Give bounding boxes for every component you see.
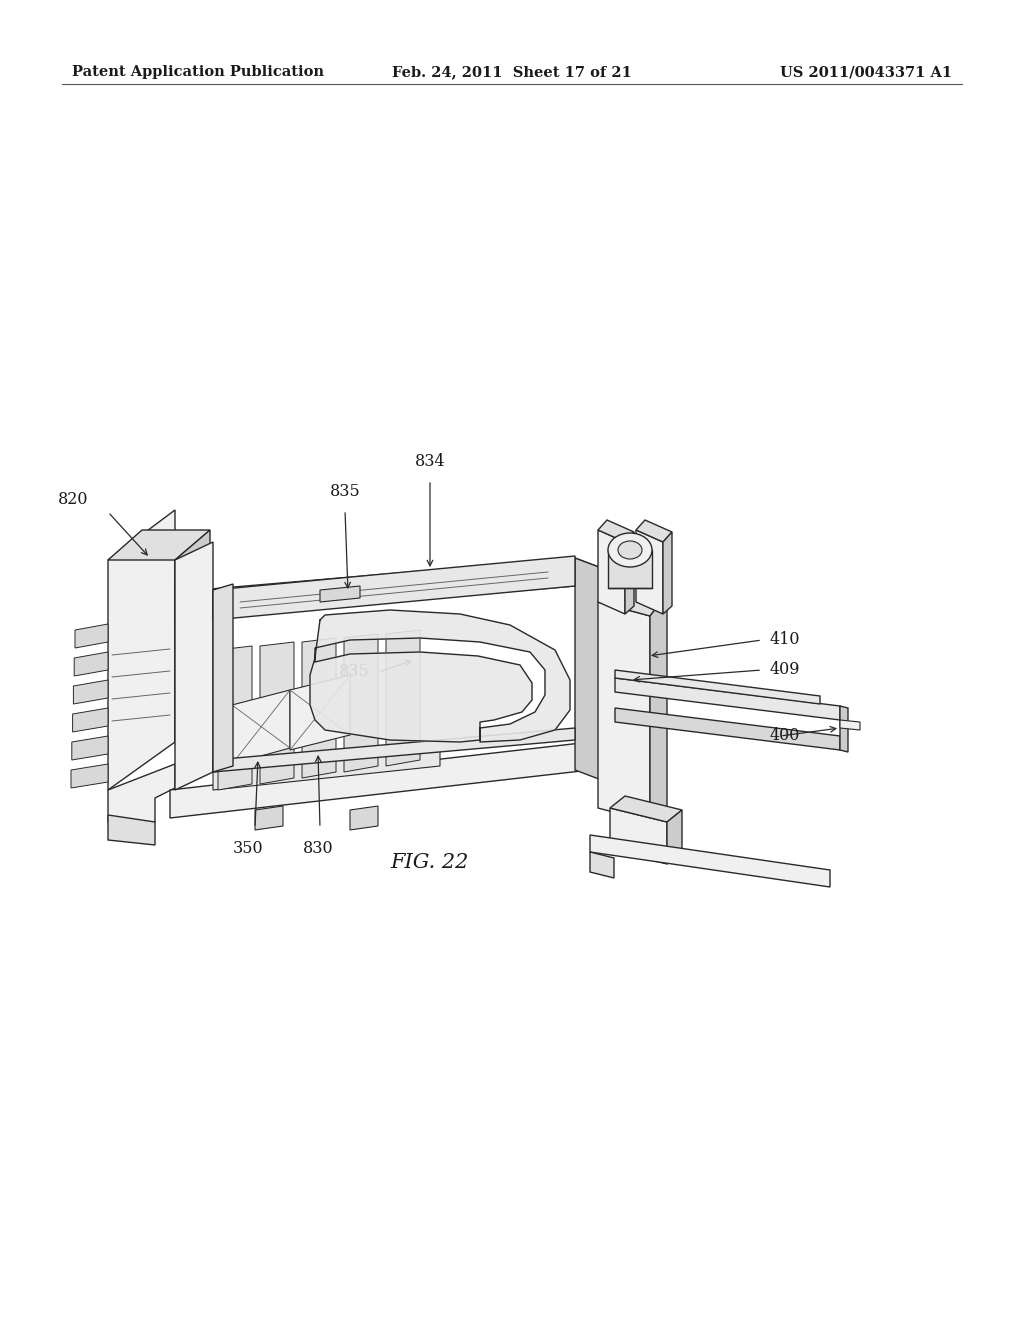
Polygon shape	[575, 558, 612, 784]
Polygon shape	[72, 737, 108, 760]
Polygon shape	[170, 742, 590, 818]
Text: 835: 835	[339, 664, 370, 681]
Text: 410: 410	[770, 631, 801, 648]
Polygon shape	[610, 808, 667, 865]
Polygon shape	[71, 764, 108, 788]
Polygon shape	[598, 520, 634, 543]
Polygon shape	[840, 706, 848, 752]
Ellipse shape	[608, 533, 652, 568]
Text: Feb. 24, 2011  Sheet 17 of 21: Feb. 24, 2011 Sheet 17 of 21	[392, 65, 632, 79]
Polygon shape	[310, 610, 570, 742]
Polygon shape	[625, 532, 634, 614]
Polygon shape	[232, 690, 290, 764]
Polygon shape	[636, 520, 672, 543]
Polygon shape	[213, 583, 233, 772]
Polygon shape	[302, 638, 336, 777]
Polygon shape	[74, 680, 108, 704]
Polygon shape	[213, 748, 440, 789]
Text: 830: 830	[303, 840, 334, 857]
Text: 400: 400	[770, 727, 801, 744]
Polygon shape	[213, 729, 575, 772]
Polygon shape	[344, 634, 378, 772]
Polygon shape	[319, 586, 360, 602]
Polygon shape	[840, 719, 860, 730]
Polygon shape	[598, 579, 667, 616]
Polygon shape	[615, 671, 820, 704]
Polygon shape	[108, 764, 175, 822]
Polygon shape	[636, 531, 663, 614]
Text: 350: 350	[232, 840, 263, 857]
Polygon shape	[663, 532, 672, 614]
Polygon shape	[108, 814, 155, 845]
Ellipse shape	[618, 541, 642, 558]
Polygon shape	[175, 543, 213, 789]
Polygon shape	[608, 550, 652, 587]
Polygon shape	[590, 851, 614, 878]
Polygon shape	[213, 556, 575, 620]
Polygon shape	[260, 642, 294, 784]
Polygon shape	[667, 810, 682, 865]
Polygon shape	[73, 708, 108, 733]
Polygon shape	[590, 836, 830, 887]
Polygon shape	[615, 708, 840, 750]
Text: 835: 835	[330, 483, 360, 500]
Polygon shape	[650, 594, 667, 822]
Polygon shape	[175, 531, 210, 742]
Polygon shape	[75, 624, 108, 648]
Text: FIG. 22: FIG. 22	[391, 853, 469, 871]
Polygon shape	[615, 678, 840, 719]
Polygon shape	[598, 602, 650, 822]
Polygon shape	[74, 652, 108, 676]
Text: US 2011/0043371 A1: US 2011/0043371 A1	[780, 65, 952, 79]
Text: 409: 409	[770, 661, 801, 678]
Polygon shape	[290, 675, 350, 750]
Polygon shape	[175, 558, 575, 620]
Text: 820: 820	[57, 491, 88, 508]
Polygon shape	[610, 796, 682, 822]
Polygon shape	[218, 645, 252, 789]
Polygon shape	[598, 531, 625, 614]
Polygon shape	[575, 558, 612, 601]
Polygon shape	[108, 510, 175, 789]
Polygon shape	[108, 531, 210, 560]
Text: 834: 834	[415, 453, 445, 470]
Polygon shape	[255, 807, 283, 830]
Text: Patent Application Publication: Patent Application Publication	[72, 65, 324, 79]
Polygon shape	[386, 630, 420, 766]
Polygon shape	[350, 807, 378, 830]
